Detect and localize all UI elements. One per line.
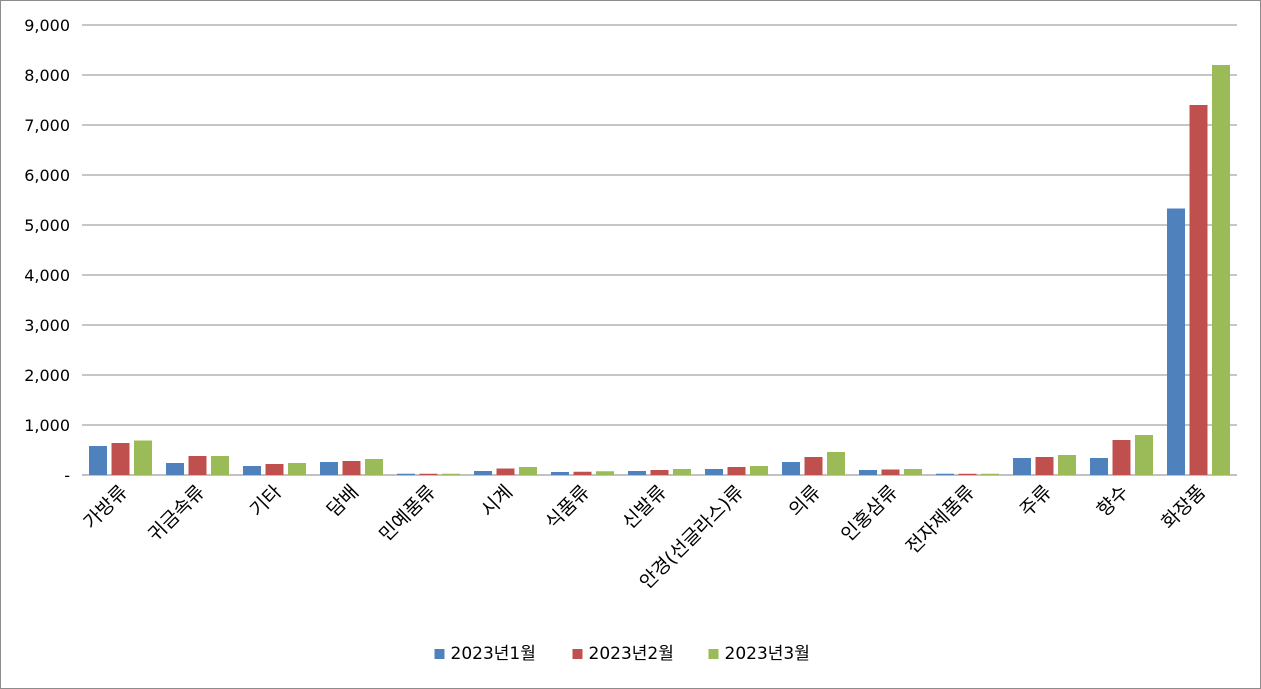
bar <box>188 456 207 475</box>
bar <box>265 464 284 475</box>
bar <box>958 473 977 475</box>
bar <box>442 473 460 475</box>
bar <box>596 471 614 475</box>
bar <box>936 473 954 475</box>
bar <box>1212 65 1230 475</box>
bar <box>628 471 646 475</box>
x-category-label: 향수 <box>1093 481 1133 521</box>
bar <box>782 462 800 475</box>
x-category-label: 신발류 <box>618 481 671 534</box>
bar <box>673 469 691 475</box>
bar <box>134 440 152 475</box>
bar <box>365 459 383 475</box>
y-tick-label: 8,000 <box>24 66 70 85</box>
y-tick-label: 4,000 <box>24 266 70 285</box>
bar <box>474 471 492 475</box>
gridlines <box>82 24 1237 476</box>
bar <box>111 443 130 475</box>
x-category-label: 식품류 <box>541 481 594 534</box>
y-tick-label: - <box>64 466 70 485</box>
x-category-label: 의류 <box>785 481 825 521</box>
y-tick-label: 7,000 <box>24 116 70 135</box>
legend-swatch <box>708 649 719 659</box>
y-tick-label: 1,000 <box>24 416 70 435</box>
bar <box>519 467 537 475</box>
bar <box>211 456 229 475</box>
bar <box>827 452 845 475</box>
y-tick-label: 6,000 <box>24 166 70 185</box>
bar <box>166 463 184 475</box>
bar <box>1189 105 1208 475</box>
x-category-label: 민예품류 <box>375 481 440 546</box>
bar <box>881 469 900 475</box>
legend-label: 2023년1월 <box>451 644 536 664</box>
x-category-label: 주류 <box>1016 481 1056 521</box>
bar <box>650 470 669 475</box>
bars <box>89 65 1230 475</box>
bar <box>1035 457 1054 475</box>
bar <box>419 473 438 475</box>
bar <box>705 469 723 475</box>
bar <box>1167 208 1185 475</box>
x-category-label: 가방류 <box>79 481 132 534</box>
x-category-label: 기타 <box>246 481 286 521</box>
legend-label: 2023년2월 <box>589 644 674 664</box>
bar <box>1058 455 1076 475</box>
x-category-label: 인홍삼류 <box>837 481 902 546</box>
bar <box>750 466 768 475</box>
bar <box>243 466 261 475</box>
y-tick-label: 2,000 <box>24 366 70 385</box>
y-tick-label: 5,000 <box>24 216 70 235</box>
bar <box>288 463 306 475</box>
bar <box>804 457 823 475</box>
x-category-label: 귀금속류 <box>144 481 209 546</box>
x-category-label: 시계 <box>477 481 517 521</box>
legend-swatch <box>434 649 445 659</box>
bar <box>859 470 877 475</box>
legend-label: 2023년3월 <box>725 644 810 664</box>
x-category-label: 담배 <box>323 481 363 521</box>
y-tick-label: 3,000 <box>24 316 70 335</box>
y-tick-label: 9,000 <box>24 16 70 35</box>
bar <box>551 472 569 475</box>
bar <box>397 473 415 475</box>
bar <box>320 462 338 475</box>
bar <box>904 469 922 475</box>
x-category-label: 화장품 <box>1157 481 1210 534</box>
bar <box>496 468 515 475</box>
bar <box>573 471 592 475</box>
bar <box>342 461 361 475</box>
x-category-label: 전자제품류 <box>902 481 979 558</box>
legend: 2023년1월 2023년2월 2023년3월 <box>434 644 810 664</box>
bar <box>1112 440 1131 475</box>
bar <box>981 473 999 475</box>
bar <box>1135 435 1153 475</box>
bar <box>1090 458 1108 475</box>
bar <box>727 467 746 475</box>
y-axis-ticks: - 1,000 2,000 3,000 4,000 5,000 6,000 7,000 8,00… <box>24 16 70 485</box>
bar <box>89 446 107 475</box>
legend-swatch <box>572 649 583 659</box>
bar <box>1013 458 1031 475</box>
